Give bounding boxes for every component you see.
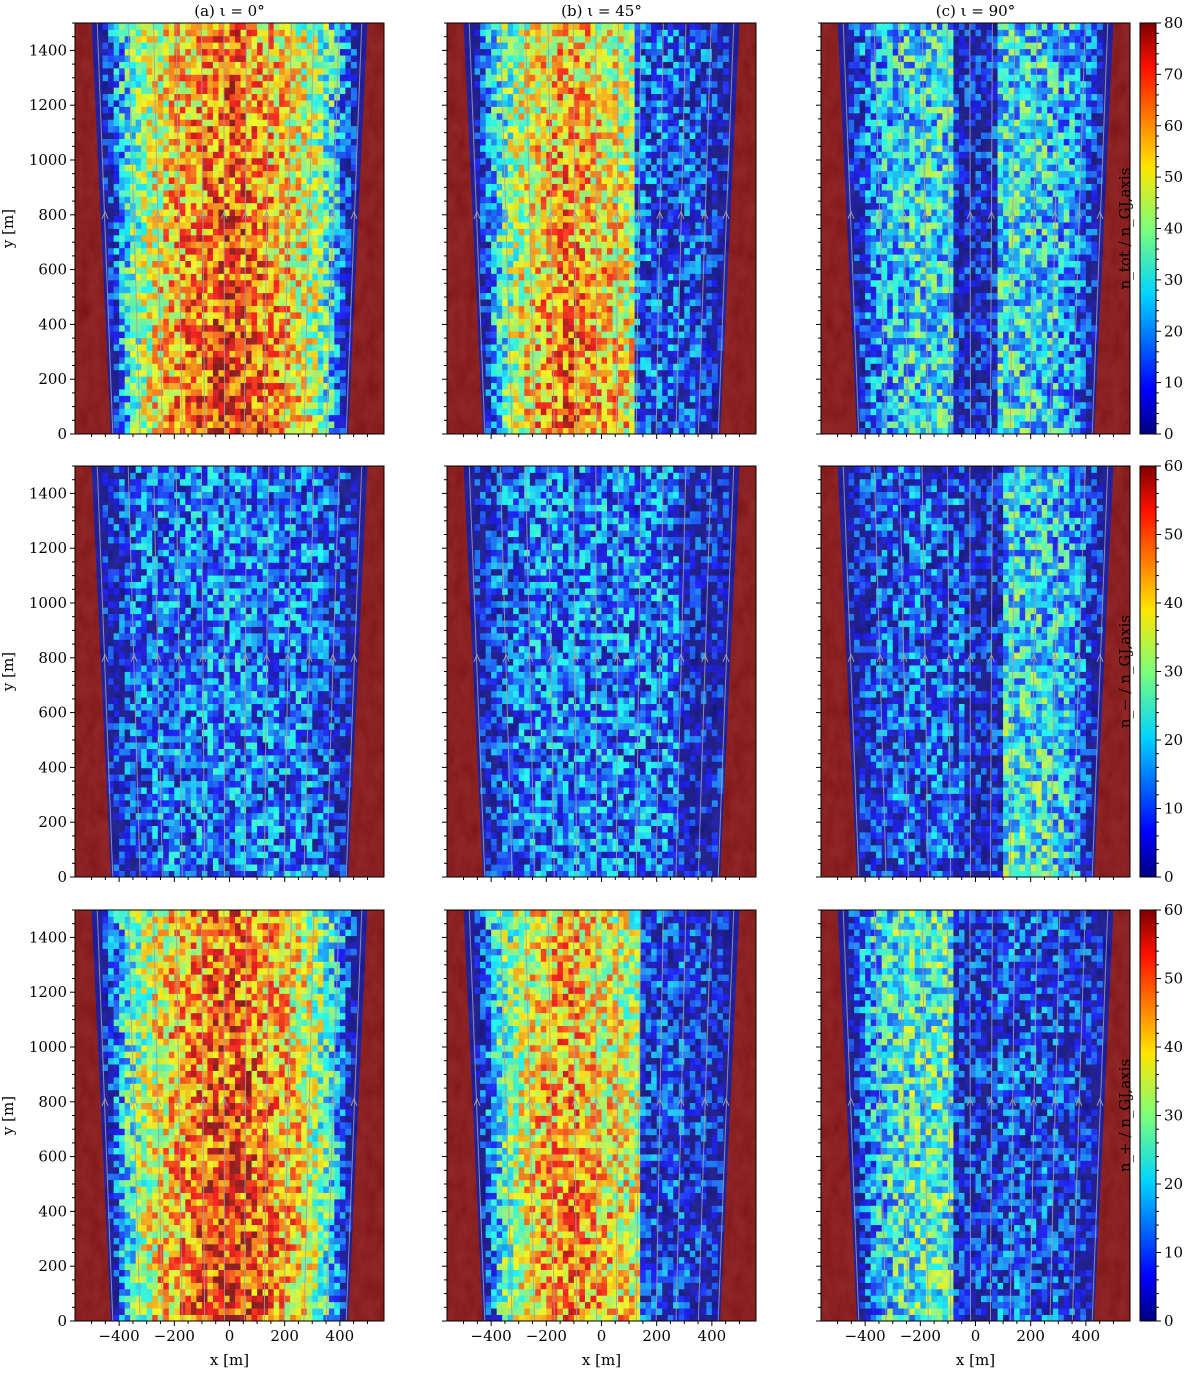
- field-arrow: [305, 210, 313, 219]
- field-line: [283, 23, 292, 434]
- field-arrow: [329, 210, 337, 219]
- panel-0-1: [442, 22, 757, 439]
- field-arrow: [263, 210, 271, 219]
- field-arrow: [154, 210, 162, 219]
- field-line: [200, 23, 206, 434]
- field-arrow: [241, 210, 249, 219]
- field-arrow: [284, 210, 292, 219]
- field-line: [175, 23, 183, 434]
- field-line: [345, 23, 363, 434]
- field-line: [127, 23, 141, 434]
- field-line: [325, 23, 340, 434]
- field-line: [243, 23, 247, 434]
- field-arrow: [350, 210, 358, 219]
- field-line: [303, 23, 315, 434]
- field-line: [223, 23, 226, 434]
- field-arrow: [220, 210, 228, 219]
- field-arrow: [130, 210, 138, 219]
- field-line: [153, 23, 163, 434]
- field-line: [263, 23, 270, 434]
- panel-0-0: [70, 22, 385, 439]
- field-line: [96, 23, 114, 434]
- field-arrow: [101, 210, 109, 219]
- field-arrow: [175, 210, 183, 219]
- field-arrow: [199, 210, 207, 219]
